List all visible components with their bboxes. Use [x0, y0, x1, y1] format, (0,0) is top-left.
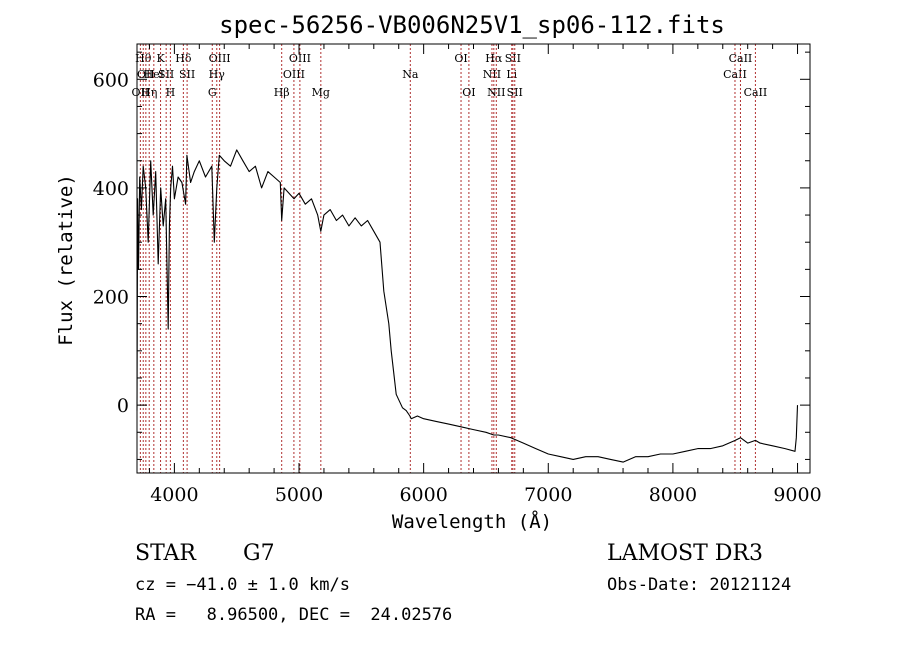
line-marker-label: OIII: [283, 68, 305, 81]
spectrum-line: [136, 149, 799, 463]
line-marker-label: K: [156, 52, 165, 65]
line-marker-label: Hη: [141, 86, 157, 99]
line-marker-label: OII: [137, 68, 155, 81]
x-tick-label: 6000: [399, 484, 447, 506]
y-axis-label: Flux (relative): [55, 174, 77, 346]
line-marker-label: SII: [505, 52, 521, 65]
chart-title: spec-56256-VB006N25V1_sp06-112.fits: [219, 11, 725, 39]
line-marker-label: NII: [483, 68, 501, 81]
x-tick-label: 7000: [524, 484, 572, 506]
line-marker-label: Hβ: [274, 86, 290, 99]
subclass: G7: [243, 541, 275, 566]
line-markers: OIIHθOIIHηHeIKSIIHHδSIIGHγOIIIHβOIIIOIII…: [132, 44, 768, 473]
x-tick-label: 5000: [275, 484, 323, 506]
redshift-velocity: cz = −41.0 ± 1.0 km/s: [135, 575, 350, 595]
line-marker-label: Hα: [485, 52, 503, 65]
x-axis-label: Wavelength (Å): [392, 510, 552, 533]
coordinates: RA = 8.96500, DEC = 24.02576: [135, 605, 452, 625]
y-axis-ticks: 0 200 400 600: [93, 51, 810, 460]
line-marker-label: Mg: [312, 86, 330, 99]
y-tick-label: 0: [117, 395, 129, 417]
line-marker-label: NII: [487, 86, 505, 99]
line-marker-label: SII: [158, 68, 174, 81]
line-marker-label: OI: [462, 86, 475, 99]
x-tick-label: 8000: [649, 484, 697, 506]
line-marker-label: Hθ: [135, 52, 152, 65]
spectrum-series: [136, 149, 799, 463]
line-marker-label: OII: [132, 86, 150, 99]
line-marker-label: OIII: [209, 52, 231, 65]
x-tick-label: 9000: [773, 484, 821, 506]
line-marker-label: G: [208, 86, 217, 99]
y-tick-label: 600: [93, 69, 129, 91]
line-marker-label: HeI: [144, 68, 164, 81]
y-tick-label: 200: [93, 287, 129, 309]
line-marker-label: Hγ: [209, 68, 226, 81]
line-marker-label: Na: [402, 68, 419, 81]
line-marker-label: CaII: [723, 68, 747, 81]
line-marker-label: CaII: [729, 52, 753, 65]
x-tick-label: 4000: [150, 484, 198, 506]
observation-date: Obs-Date: 20121124: [607, 575, 791, 595]
line-marker-label: H: [166, 86, 176, 99]
y-tick-label: 400: [93, 178, 129, 200]
line-marker-label: OIII: [289, 52, 311, 65]
plot-frame: [136, 43, 811, 474]
line-marker-label: Hδ: [175, 52, 192, 65]
survey-name: LAMOST DR3: [607, 541, 763, 566]
line-marker-label: SII: [179, 68, 195, 81]
line-marker-label: SII: [507, 86, 523, 99]
object-class: STAR: [135, 541, 197, 566]
line-marker-label: OI: [454, 52, 467, 65]
x-axis-ticks: 4000 5000 6000 7000 8000 9000: [148, 44, 822, 506]
line-marker-label: CaII: [744, 86, 768, 99]
line-marker-label: Li: [506, 68, 517, 81]
